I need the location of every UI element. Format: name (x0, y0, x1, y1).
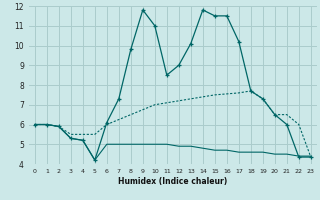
X-axis label: Humidex (Indice chaleur): Humidex (Indice chaleur) (118, 177, 228, 186)
